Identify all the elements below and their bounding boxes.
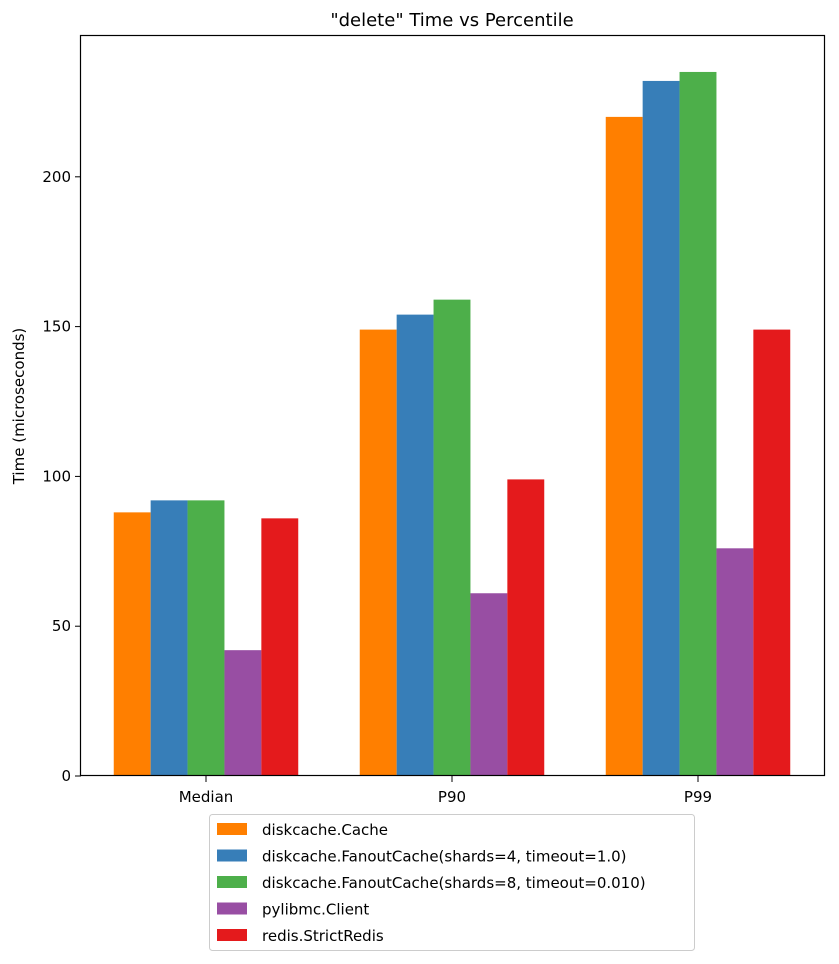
bar-p99-series-1 — [605, 116, 643, 776]
legend-label-1: diskcache.Cache — [262, 821, 388, 839]
bar-p90-series-5 — [507, 479, 545, 776]
legend-swatch-5 — [217, 929, 247, 941]
legend: diskcache.Cache diskcache.FanoutCache(sha… — [209, 814, 695, 951]
bar-p90-series-2 — [396, 314, 434, 776]
bar-p99-series-2 — [642, 80, 680, 776]
y-tick-label: 50 — [52, 617, 71, 635]
y-tick-label: 200 — [42, 168, 71, 186]
legend-label-5: redis.StrictRedis — [262, 927, 384, 945]
x-tick-label-p90: P90 — [438, 788, 466, 806]
bar-p99-series-3 — [679, 71, 717, 776]
x-ticks: Median P90 P99 — [179, 776, 712, 806]
bars-group — [113, 71, 791, 776]
legend-swatch-3 — [217, 876, 247, 888]
legend-label-3: diskcache.FanoutCache(shards=8, timeout=… — [262, 874, 646, 892]
bar-p99-series-5 — [753, 329, 791, 776]
bar-median-series-2 — [150, 500, 188, 776]
y-tick-label: 0 — [61, 767, 71, 785]
bar-p90-series-1 — [359, 329, 397, 776]
legend-swatch-4 — [217, 902, 247, 915]
y-tick-label: 150 — [42, 318, 71, 336]
x-tick-label-median: Median — [179, 788, 234, 806]
bar-median-series-5 — [261, 518, 299, 776]
legend-label-2: diskcache.FanoutCache(shards=4, timeout=… — [262, 848, 627, 866]
chart-title: "delete" Time vs Percentile — [330, 10, 573, 31]
bar-median-series-1 — [113, 512, 151, 776]
y-axis-label: Time (microseconds) — [10, 328, 28, 486]
bar-p90-series-3 — [433, 299, 471, 776]
legend-box — [209, 814, 695, 951]
bar-p99-series-4 — [716, 548, 754, 776]
bar-p90-series-4 — [470, 593, 508, 776]
bar-median-series-4 — [224, 650, 262, 776]
y-tick-label: 100 — [42, 467, 71, 485]
x-tick-label-p99: P99 — [684, 788, 712, 806]
y-ticks: 0 50 100 150 200 — [42, 168, 81, 785]
legend-swatch-1 — [217, 823, 247, 835]
bar-median-series-3 — [187, 500, 225, 776]
legend-swatch-2 — [217, 849, 247, 862]
plot-frame — [79, 34, 826, 777]
legend-label-4: pylibmc.Client — [262, 901, 369, 919]
